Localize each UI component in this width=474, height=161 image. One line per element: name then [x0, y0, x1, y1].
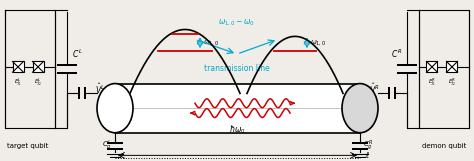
Bar	[12, 62, 24, 72]
Text: $\ell$: $\ell$	[365, 150, 370, 160]
Text: $C_g^R$: $C_g^R$	[363, 138, 374, 153]
Bar	[115, 84, 360, 133]
Text: $E_{J_1}^L$: $E_{J_1}^L$	[14, 77, 22, 89]
Text: $C^L$: $C^L$	[72, 48, 82, 60]
Text: $C^R$: $C^R$	[391, 48, 402, 60]
Text: transmission line: transmission line	[204, 64, 270, 73]
Text: $\omega_{1,0}$: $\omega_{1,0}$	[310, 38, 326, 47]
Ellipse shape	[97, 84, 133, 133]
Bar	[447, 62, 457, 72]
Bar	[33, 62, 44, 72]
Text: $E_{J_2}^R$: $E_{J_2}^R$	[448, 77, 456, 89]
Text: $\hat{V}^L$: $\hat{V}^L$	[95, 81, 105, 96]
Text: demon qubit: demon qubit	[422, 142, 466, 149]
Bar	[427, 62, 438, 72]
Ellipse shape	[342, 84, 378, 133]
Text: $\hat{V}^R$: $\hat{V}^R$	[369, 81, 380, 96]
Text: $\hbar\omega_0$: $\hbar\omega_0$	[228, 124, 246, 136]
Text: target qubit: target qubit	[7, 142, 49, 149]
Text: $\omega_{1,0} - \omega_0$: $\omega_{1,0} - \omega_0$	[219, 17, 255, 28]
Text: $\omega_{1,0}$: $\omega_{1,0}$	[203, 38, 219, 47]
Text: $C_g^L$: $C_g^L$	[102, 138, 112, 153]
Text: $E_{J_2}^L$: $E_{J_2}^L$	[34, 77, 42, 89]
Text: $E_{J_1}^R$: $E_{J_1}^R$	[428, 77, 436, 89]
